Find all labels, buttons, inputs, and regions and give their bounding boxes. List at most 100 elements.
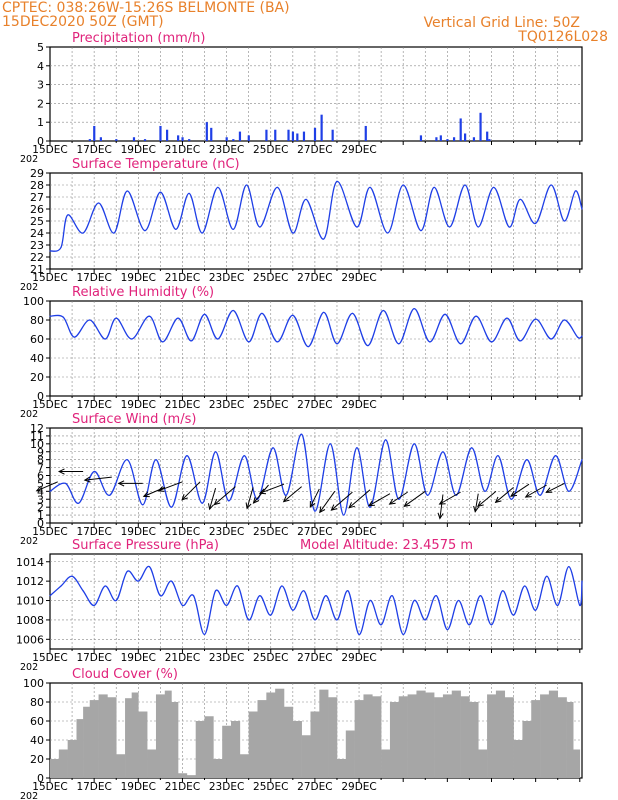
series-point	[563, 319, 565, 321]
y-tick-label: 0	[37, 772, 44, 785]
wind-arrow	[510, 483, 530, 497]
cloud-bar	[319, 689, 329, 778]
series-point	[192, 595, 195, 597]
cloud-bar	[147, 749, 157, 778]
series-point	[272, 447, 274, 449]
series-point	[60, 585, 62, 587]
cloud-bar	[231, 721, 241, 778]
wind-arrow-head	[388, 498, 396, 505]
y-tick-label: 4	[37, 60, 44, 73]
cloud-bar	[372, 696, 382, 778]
series-point	[82, 232, 84, 234]
series-point	[245, 184, 248, 186]
series-point	[535, 609, 537, 611]
series-point	[369, 186, 371, 188]
y-tick-label: 0	[37, 517, 44, 530]
panel-4	[46, 553, 583, 653]
x-tick-label: 29DEC	[341, 526, 376, 538]
precip-bar	[419, 135, 423, 141]
x-year-label: 202	[20, 536, 38, 547]
wind-arrow	[368, 493, 391, 507]
panel-2	[46, 300, 583, 400]
series-point	[126, 459, 128, 461]
chart-title: Precipitation (mm/h)	[72, 31, 205, 46]
y-tick-label: 29	[30, 167, 44, 180]
y-tick-label: 40	[30, 352, 44, 365]
precip-bar	[225, 137, 228, 141]
series-point	[60, 246, 62, 248]
y-tick-label: 5	[37, 41, 44, 54]
cloud-bar	[222, 725, 232, 778]
series-point	[214, 590, 217, 592]
series-point	[398, 498, 400, 500]
plot-frame	[49, 46, 583, 142]
series-point	[557, 604, 559, 606]
x-tick-label: 17DEC	[76, 652, 111, 664]
series-point	[232, 309, 234, 312]
cloud-bar	[164, 690, 172, 778]
series-point	[484, 490, 486, 492]
y-tick-label: 28	[30, 179, 44, 192]
precip-bar	[165, 129, 169, 141]
cloud-bar	[345, 730, 355, 778]
cloud-bar	[495, 690, 506, 778]
wind-arrow	[319, 491, 336, 513]
series-point	[546, 575, 548, 577]
series-point	[398, 343, 400, 345]
wind-arrow-head	[309, 500, 316, 509]
wind-arrow	[84, 476, 112, 481]
series-point	[506, 317, 508, 319]
y-tick-label: 60	[30, 715, 44, 728]
wind-arrow-head	[208, 503, 214, 511]
precip-bar	[132, 137, 136, 141]
cloud-bar	[336, 759, 347, 778]
x-tick-label: 29DEC	[341, 399, 376, 411]
x-tick-label: 17DEC	[76, 144, 111, 156]
precip-bar	[265, 129, 268, 141]
y-tick-label: 40	[30, 734, 44, 747]
series-point	[170, 580, 173, 582]
series-point	[581, 208, 583, 210]
series-point	[501, 590, 504, 592]
wind-arrow	[331, 491, 353, 511]
cloud-bar	[257, 700, 267, 778]
wind-arrow	[439, 491, 461, 505]
x-tick-label: 27DEC	[297, 144, 332, 156]
series-point	[323, 311, 325, 313]
series-line	[49, 180, 583, 252]
series-point	[554, 455, 557, 457]
x-tick-label: 15DEC	[32, 526, 67, 538]
chart-annotation: Model Altitude: 23.4575 m	[300, 538, 473, 553]
series-point	[550, 184, 552, 186]
cloud-bar	[138, 711, 148, 778]
series-point	[115, 599, 117, 602]
chart-title: Cloud Cover (%)	[72, 667, 178, 682]
series-point	[261, 312, 263, 314]
series-point	[109, 494, 111, 496]
wind-arrow	[309, 488, 320, 508]
precip-bar	[181, 137, 184, 141]
x-tick-label: 23DEC	[209, 399, 244, 411]
precip-bar	[159, 125, 162, 141]
precip-bar	[205, 122, 208, 141]
x-tick-label: 15DEC	[32, 781, 67, 793]
series-point	[144, 230, 146, 232]
precip-bar	[115, 139, 118, 141]
x-tick-label: 21DEC	[165, 652, 200, 664]
precip-bar	[464, 133, 467, 141]
precip-bar	[88, 139, 91, 141]
series-point	[201, 232, 203, 234]
series-point	[526, 459, 528, 461]
series-point	[336, 619, 338, 621]
series-point	[159, 191, 161, 193]
cloud-bar	[239, 754, 249, 778]
y-tick-label: 1	[37, 116, 44, 129]
x-tick-label: 15DEC	[32, 652, 67, 664]
x-tick-label: 23DEC	[209, 526, 244, 538]
x-tick-label: 15DEC	[32, 144, 67, 156]
series-point	[89, 319, 91, 321]
series-point	[73, 336, 75, 338]
y-tick-label: 12	[30, 422, 44, 435]
cloud-bar	[155, 694, 166, 778]
precip-bar	[435, 137, 438, 141]
